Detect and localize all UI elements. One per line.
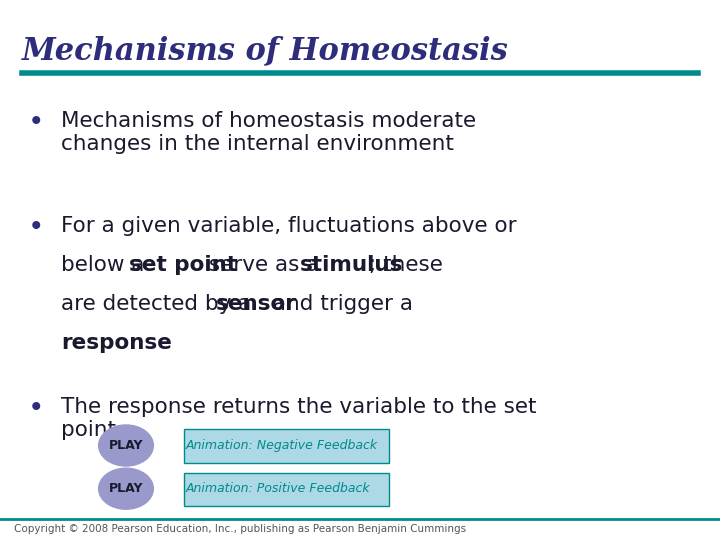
FancyBboxPatch shape xyxy=(184,429,389,463)
Text: Copyright © 2008 Pearson Education, Inc., publishing as Pearson Benjamin Cumming: Copyright © 2008 Pearson Education, Inc.… xyxy=(14,523,467,534)
Text: For a given variable, fluctuations above or: For a given variable, fluctuations above… xyxy=(61,216,517,236)
Circle shape xyxy=(99,468,153,509)
Text: The response returns the variable to the set
point: The response returns the variable to the… xyxy=(61,397,536,440)
Text: •: • xyxy=(29,216,43,239)
Text: below a: below a xyxy=(61,255,152,275)
Text: sensor: sensor xyxy=(216,294,297,314)
Text: Mechanisms of Homeostasis: Mechanisms of Homeostasis xyxy=(22,35,508,66)
FancyBboxPatch shape xyxy=(184,472,389,506)
Text: and trigger a: and trigger a xyxy=(266,294,413,314)
Text: Animation: Negative Feedback: Animation: Negative Feedback xyxy=(186,439,378,452)
Text: stimulus: stimulus xyxy=(300,255,404,275)
Text: serve as a: serve as a xyxy=(202,255,326,275)
Text: set point: set point xyxy=(129,255,237,275)
Text: •: • xyxy=(29,397,43,420)
Text: Mechanisms of homeostasis moderate
changes in the internal environment: Mechanisms of homeostasis moderate chang… xyxy=(61,111,477,154)
Text: ; these: ; these xyxy=(369,255,443,275)
Circle shape xyxy=(99,425,153,466)
Text: are detected by a: are detected by a xyxy=(61,294,258,314)
Text: PLAY: PLAY xyxy=(109,439,143,452)
Text: PLAY: PLAY xyxy=(109,482,143,495)
Text: •: • xyxy=(29,111,43,134)
Text: Animation: Positive Feedback: Animation: Positive Feedback xyxy=(186,482,370,495)
Text: response: response xyxy=(61,333,172,353)
